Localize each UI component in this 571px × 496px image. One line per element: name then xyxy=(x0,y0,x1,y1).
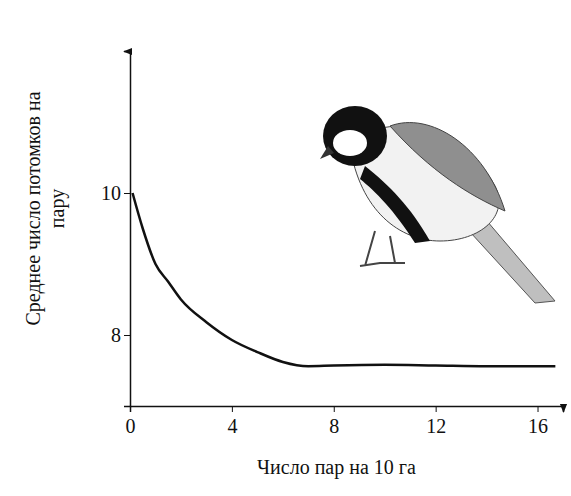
plot: 0 4 8 12 16 8 10 xyxy=(101,52,564,438)
x-tick-mark xyxy=(538,406,539,412)
x-tick: 8 xyxy=(329,406,339,437)
x-axis-title: Число пар на 10 га xyxy=(257,456,416,479)
bird-beak xyxy=(320,146,334,159)
y-tick-label: 8 xyxy=(111,324,121,346)
bird-wing xyxy=(390,123,505,211)
y-axis-title-line: пару xyxy=(46,189,69,228)
y-tick-label: 10 xyxy=(101,182,121,204)
x-tick-mark xyxy=(232,406,233,412)
y-axis-line xyxy=(124,52,131,407)
y-tick-mark xyxy=(124,193,130,194)
x-tick-label: 8 xyxy=(329,415,339,437)
x-tick-mark xyxy=(334,406,335,412)
x-axis-line xyxy=(131,407,564,413)
chart: 0 4 8 12 16 8 10 Число пар на 10 га Среднее числ… xyxy=(0,0,571,496)
bird-head xyxy=(323,106,387,166)
x-tick: 0 xyxy=(126,406,136,437)
x-tick-label: 12 xyxy=(426,415,446,437)
x-tick-label: 4 xyxy=(227,415,237,437)
x-tick: 16 xyxy=(528,406,548,437)
y-axis-title-line: Среднее число потомков на xyxy=(22,91,45,325)
y-axis-title: Среднее число потомков напару xyxy=(22,91,69,325)
bird-legs xyxy=(360,231,405,266)
x-tick-mark xyxy=(436,406,437,412)
x-tick: 12 xyxy=(426,406,446,437)
bird-cheek xyxy=(333,130,367,156)
y-tick-mark xyxy=(124,335,130,336)
series-line xyxy=(133,193,556,366)
x-axis: 0 4 8 12 16 xyxy=(126,406,564,437)
x-tick: 4 xyxy=(227,406,237,437)
y-tick: 8 xyxy=(111,324,130,346)
lines xyxy=(133,193,556,366)
y-axis: 8 10 xyxy=(101,52,131,407)
bird-stripe xyxy=(360,166,430,243)
x-tick-label: 0 xyxy=(126,415,136,437)
x-tick-label: 16 xyxy=(528,415,548,437)
y-tick: 10 xyxy=(101,182,130,204)
bird-illustration xyxy=(320,106,555,303)
